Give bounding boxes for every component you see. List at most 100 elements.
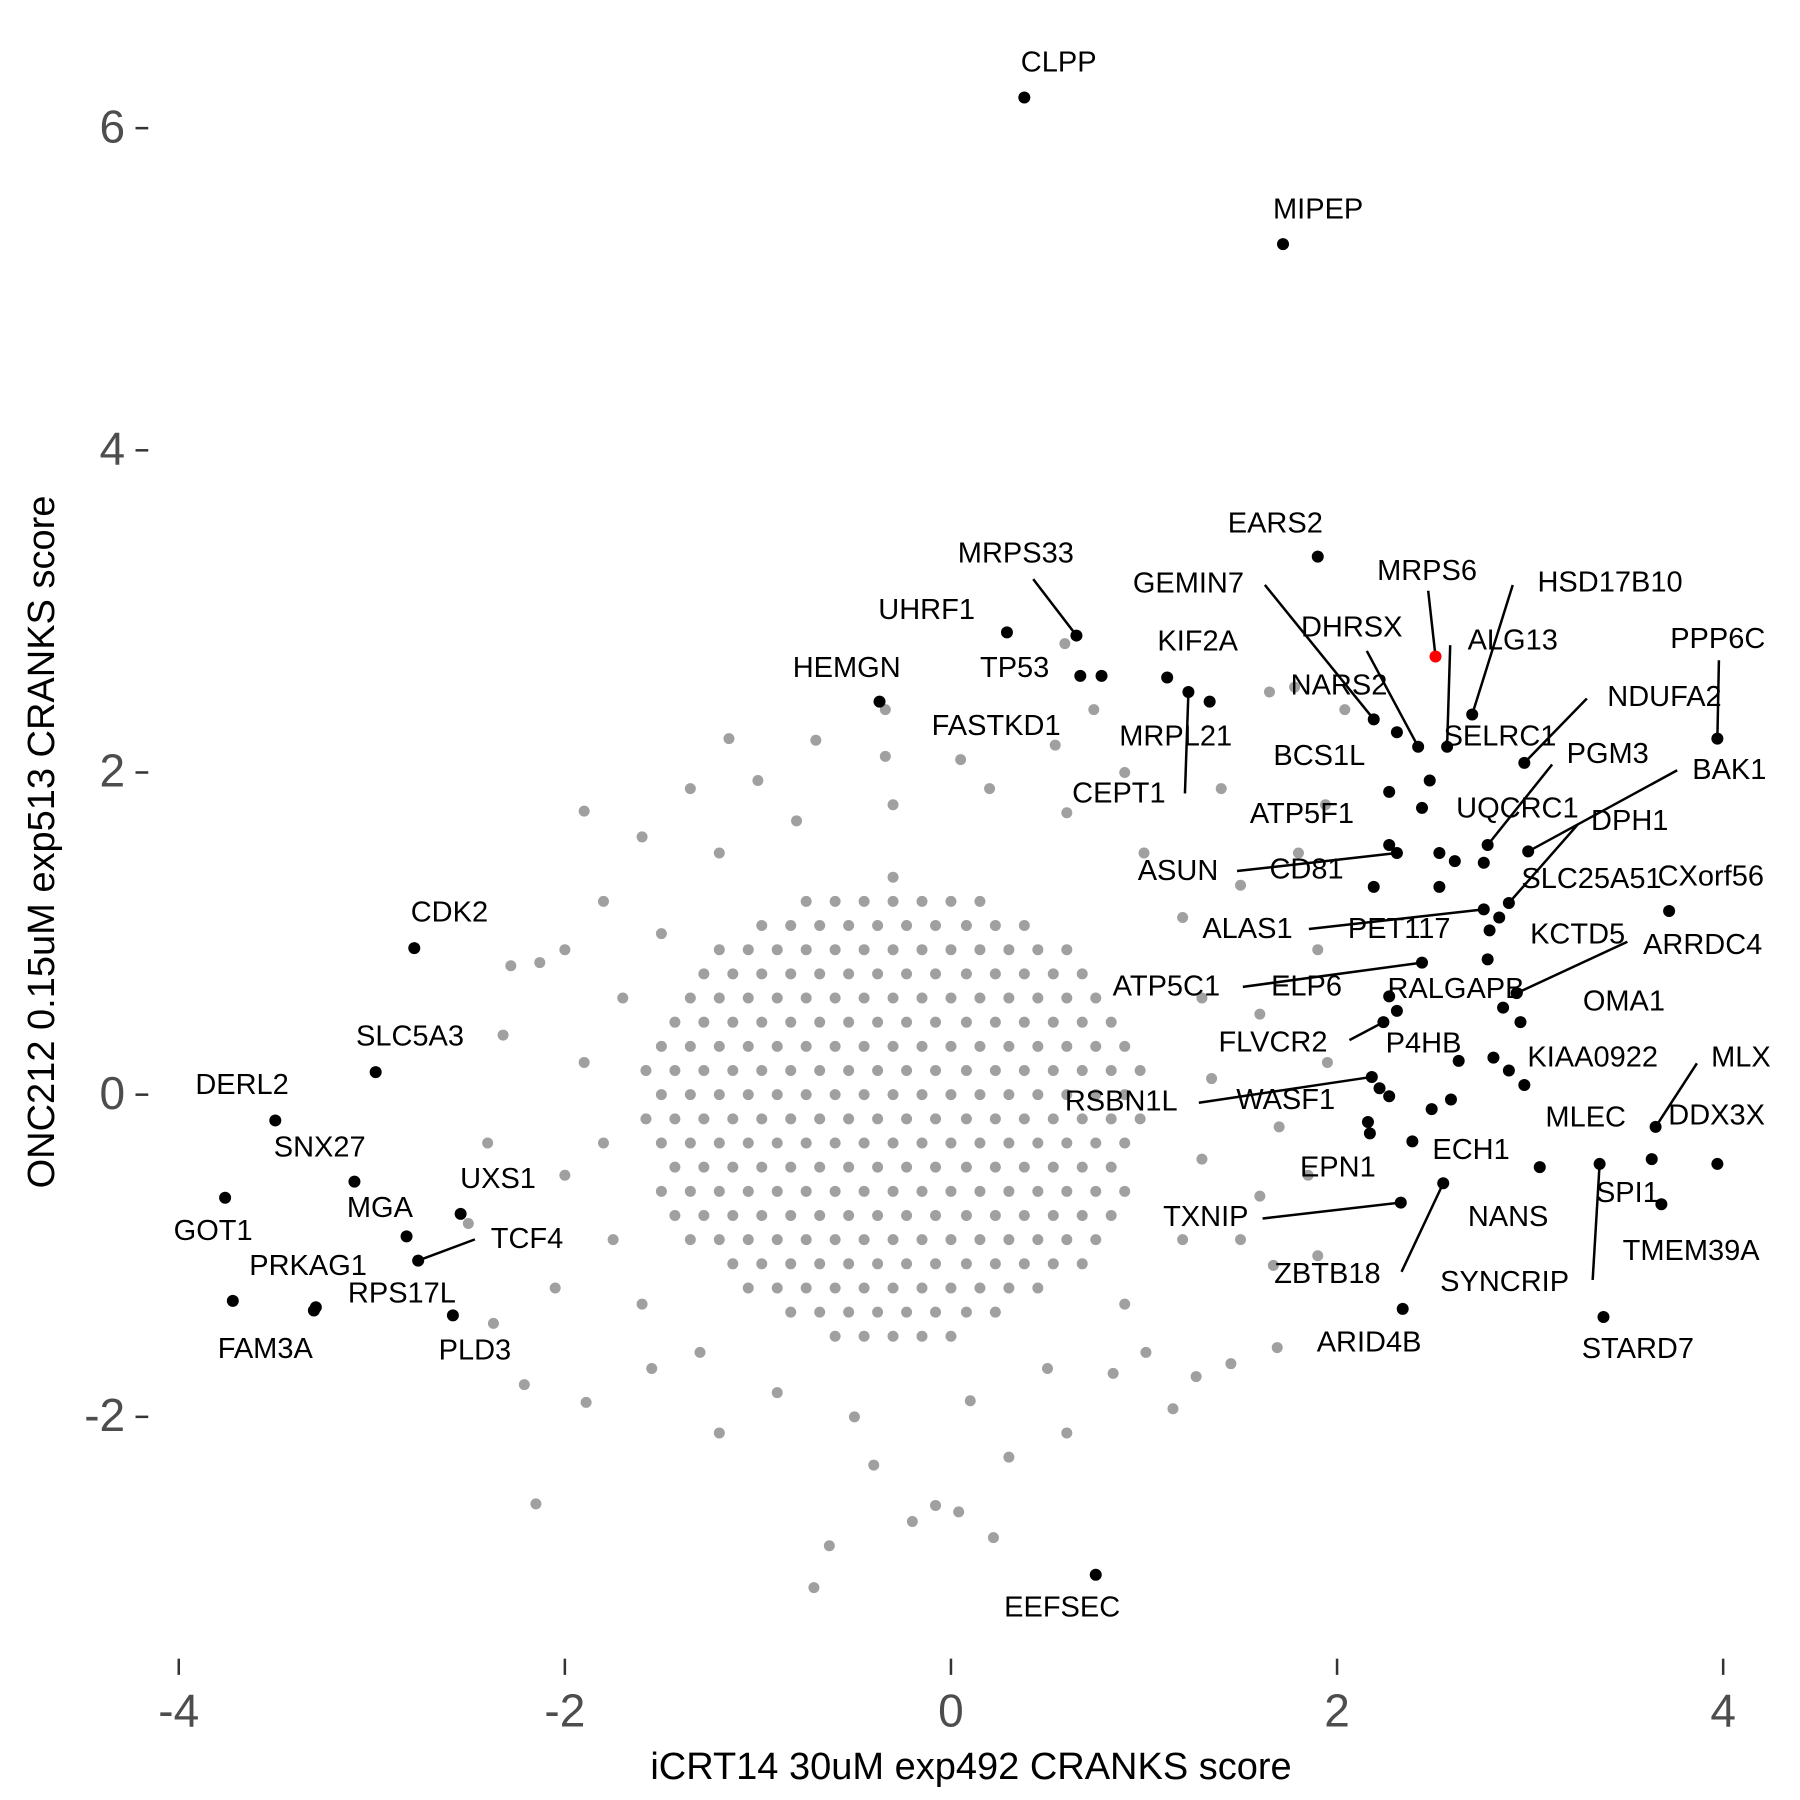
background-point <box>727 1161 739 1173</box>
point-label: RPS17L <box>348 1278 456 1310</box>
hit-point <box>1711 732 1724 745</box>
hit-point <box>1383 1090 1396 1103</box>
background-point <box>505 960 517 972</box>
hit-point <box>1433 880 1446 893</box>
background-point <box>578 805 590 817</box>
hit-point <box>1423 774 1436 787</box>
background-point <box>698 968 710 980</box>
background-point <box>713 1234 725 1246</box>
background-point <box>1047 968 1059 980</box>
background-point <box>771 1185 783 1197</box>
background-point <box>684 1137 696 1149</box>
background-point <box>684 1185 696 1197</box>
point-label: TXNIP <box>1163 1201 1248 1233</box>
background-point <box>1076 1113 1088 1125</box>
background-point <box>1018 1258 1030 1270</box>
x-axis-title: iCRT14 30uM exp492 CRANKS score <box>650 1746 1291 1788</box>
point-label: EEFSEC <box>1004 1592 1120 1624</box>
label-connector <box>1242 961 1423 989</box>
background-point <box>814 1306 826 1318</box>
background-point <box>497 1029 509 1041</box>
background-point <box>1312 944 1324 956</box>
background-point <box>843 920 855 932</box>
point-label: UXS1 <box>460 1163 536 1195</box>
background-point <box>829 1185 841 1197</box>
background-point <box>814 1113 826 1125</box>
background-point <box>829 1137 841 1149</box>
background-point <box>1138 847 1150 859</box>
point-label: DPH1 <box>1591 805 1668 837</box>
x-tick-label: 2 <box>1324 1684 1350 1736</box>
background-point <box>684 1234 696 1246</box>
background-point <box>989 1113 1001 1125</box>
background-point <box>756 1161 768 1173</box>
background-point <box>487 1317 499 1329</box>
hit-point <box>1493 911 1506 924</box>
background-point <box>1032 944 1044 956</box>
point-label: OMA1 <box>1583 986 1665 1018</box>
background-point <box>713 1137 725 1149</box>
point-label: SLC25A51 <box>1521 863 1661 895</box>
hit-point <box>1597 1310 1610 1323</box>
point-label: DDX3X <box>1668 1099 1765 1131</box>
background-point <box>989 1306 1001 1318</box>
background-point <box>1032 992 1044 1004</box>
label-connector <box>1654 1062 1698 1128</box>
background-point <box>1119 1137 1131 1149</box>
background-point <box>785 1113 797 1125</box>
background-point <box>655 1185 667 1197</box>
label-connector <box>1507 823 1579 904</box>
background-point <box>987 1532 999 1544</box>
background-point <box>1076 1016 1088 1028</box>
background-point <box>829 1089 841 1101</box>
background-point <box>742 1089 754 1101</box>
background-point <box>1076 1161 1088 1173</box>
background-point <box>534 957 546 969</box>
background-point <box>549 1282 561 1294</box>
background-point <box>872 1161 884 1173</box>
background-point <box>1003 1040 1015 1052</box>
background-point <box>1018 1209 1030 1221</box>
background-point <box>930 1016 942 1028</box>
point-label: SYNCRIP <box>1440 1266 1569 1298</box>
background-point <box>829 1330 841 1342</box>
background-point <box>1292 847 1304 859</box>
point-label: FAM3A <box>218 1333 314 1365</box>
hit-point <box>1441 740 1454 753</box>
label-connector <box>417 1238 476 1262</box>
background-point <box>752 775 764 787</box>
point-label: BAK1 <box>1692 754 1766 786</box>
background-point <box>974 992 986 1004</box>
background-point <box>1049 739 1061 751</box>
background-point <box>814 1209 826 1221</box>
hit-point <box>1095 669 1108 682</box>
background-point <box>1107 1367 1119 1379</box>
background-point <box>771 992 783 1004</box>
background-point <box>945 944 957 956</box>
background-point <box>1321 1056 1333 1068</box>
point-label: ECH1 <box>1432 1134 1509 1166</box>
background-point <box>989 920 1001 932</box>
background-point <box>868 1459 880 1471</box>
background-point <box>771 1040 783 1052</box>
hit-point <box>1655 1198 1668 1211</box>
hit-point <box>1277 238 1290 251</box>
background-point <box>1119 766 1131 778</box>
background-point <box>901 1016 913 1028</box>
background-point <box>872 920 884 932</box>
background-point <box>814 1258 826 1270</box>
background-point <box>1215 783 1227 795</box>
hit-point <box>307 1304 320 1317</box>
y-tick-label: 0 <box>100 1067 126 1119</box>
point-label: KCTD5 <box>1530 919 1625 951</box>
label-connector <box>1032 578 1078 637</box>
background-point <box>742 1185 754 1197</box>
point-label: KIAA0922 <box>1527 1041 1658 1073</box>
background-point <box>655 928 667 940</box>
background-point <box>960 1306 972 1318</box>
background-point <box>742 1234 754 1246</box>
point-label: ATP5C1 <box>1113 971 1220 1003</box>
point-label: PPP6C <box>1670 623 1765 655</box>
hit-point <box>269 1114 282 1127</box>
hit-point <box>1433 847 1446 860</box>
